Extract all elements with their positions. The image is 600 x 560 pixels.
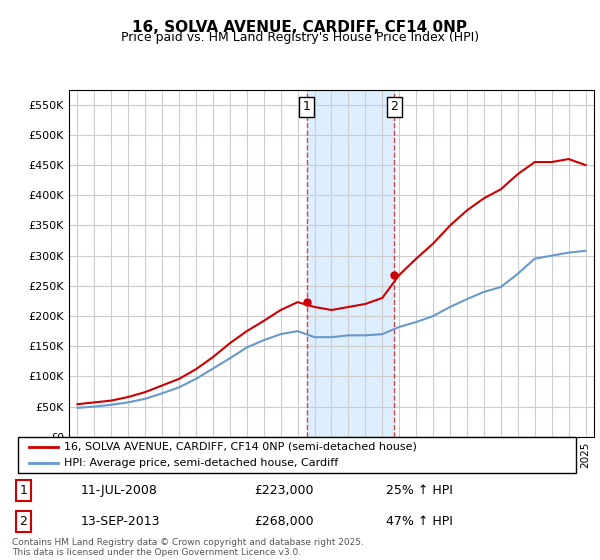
Text: 1: 1 <box>20 484 28 497</box>
Text: 16, SOLVA AVENUE, CARDIFF, CF14 0NP (semi-detached house): 16, SOLVA AVENUE, CARDIFF, CF14 0NP (sem… <box>64 442 417 452</box>
Text: 47% ↑ HPI: 47% ↑ HPI <box>386 515 453 528</box>
Text: £223,000: £223,000 <box>254 484 313 497</box>
Text: HPI: Average price, semi-detached house, Cardiff: HPI: Average price, semi-detached house,… <box>64 458 338 468</box>
FancyBboxPatch shape <box>18 437 577 473</box>
Text: 2: 2 <box>20 515 28 528</box>
Bar <box>307 90 394 437</box>
Text: 16, SOLVA AVENUE, CARDIFF, CF14 0NP: 16, SOLVA AVENUE, CARDIFF, CF14 0NP <box>133 20 467 35</box>
Text: 1: 1 <box>302 100 311 114</box>
Text: 13-SEP-2013: 13-SEP-2013 <box>81 515 161 528</box>
Text: Price paid vs. HM Land Registry's House Price Index (HPI): Price paid vs. HM Land Registry's House … <box>121 31 479 44</box>
Text: £268,000: £268,000 <box>254 515 314 528</box>
Text: 2: 2 <box>391 100 398 114</box>
Text: 11-JUL-2008: 11-JUL-2008 <box>81 484 158 497</box>
Text: 25% ↑ HPI: 25% ↑ HPI <box>386 484 453 497</box>
Text: Contains HM Land Registry data © Crown copyright and database right 2025.
This d: Contains HM Land Registry data © Crown c… <box>12 538 364 557</box>
